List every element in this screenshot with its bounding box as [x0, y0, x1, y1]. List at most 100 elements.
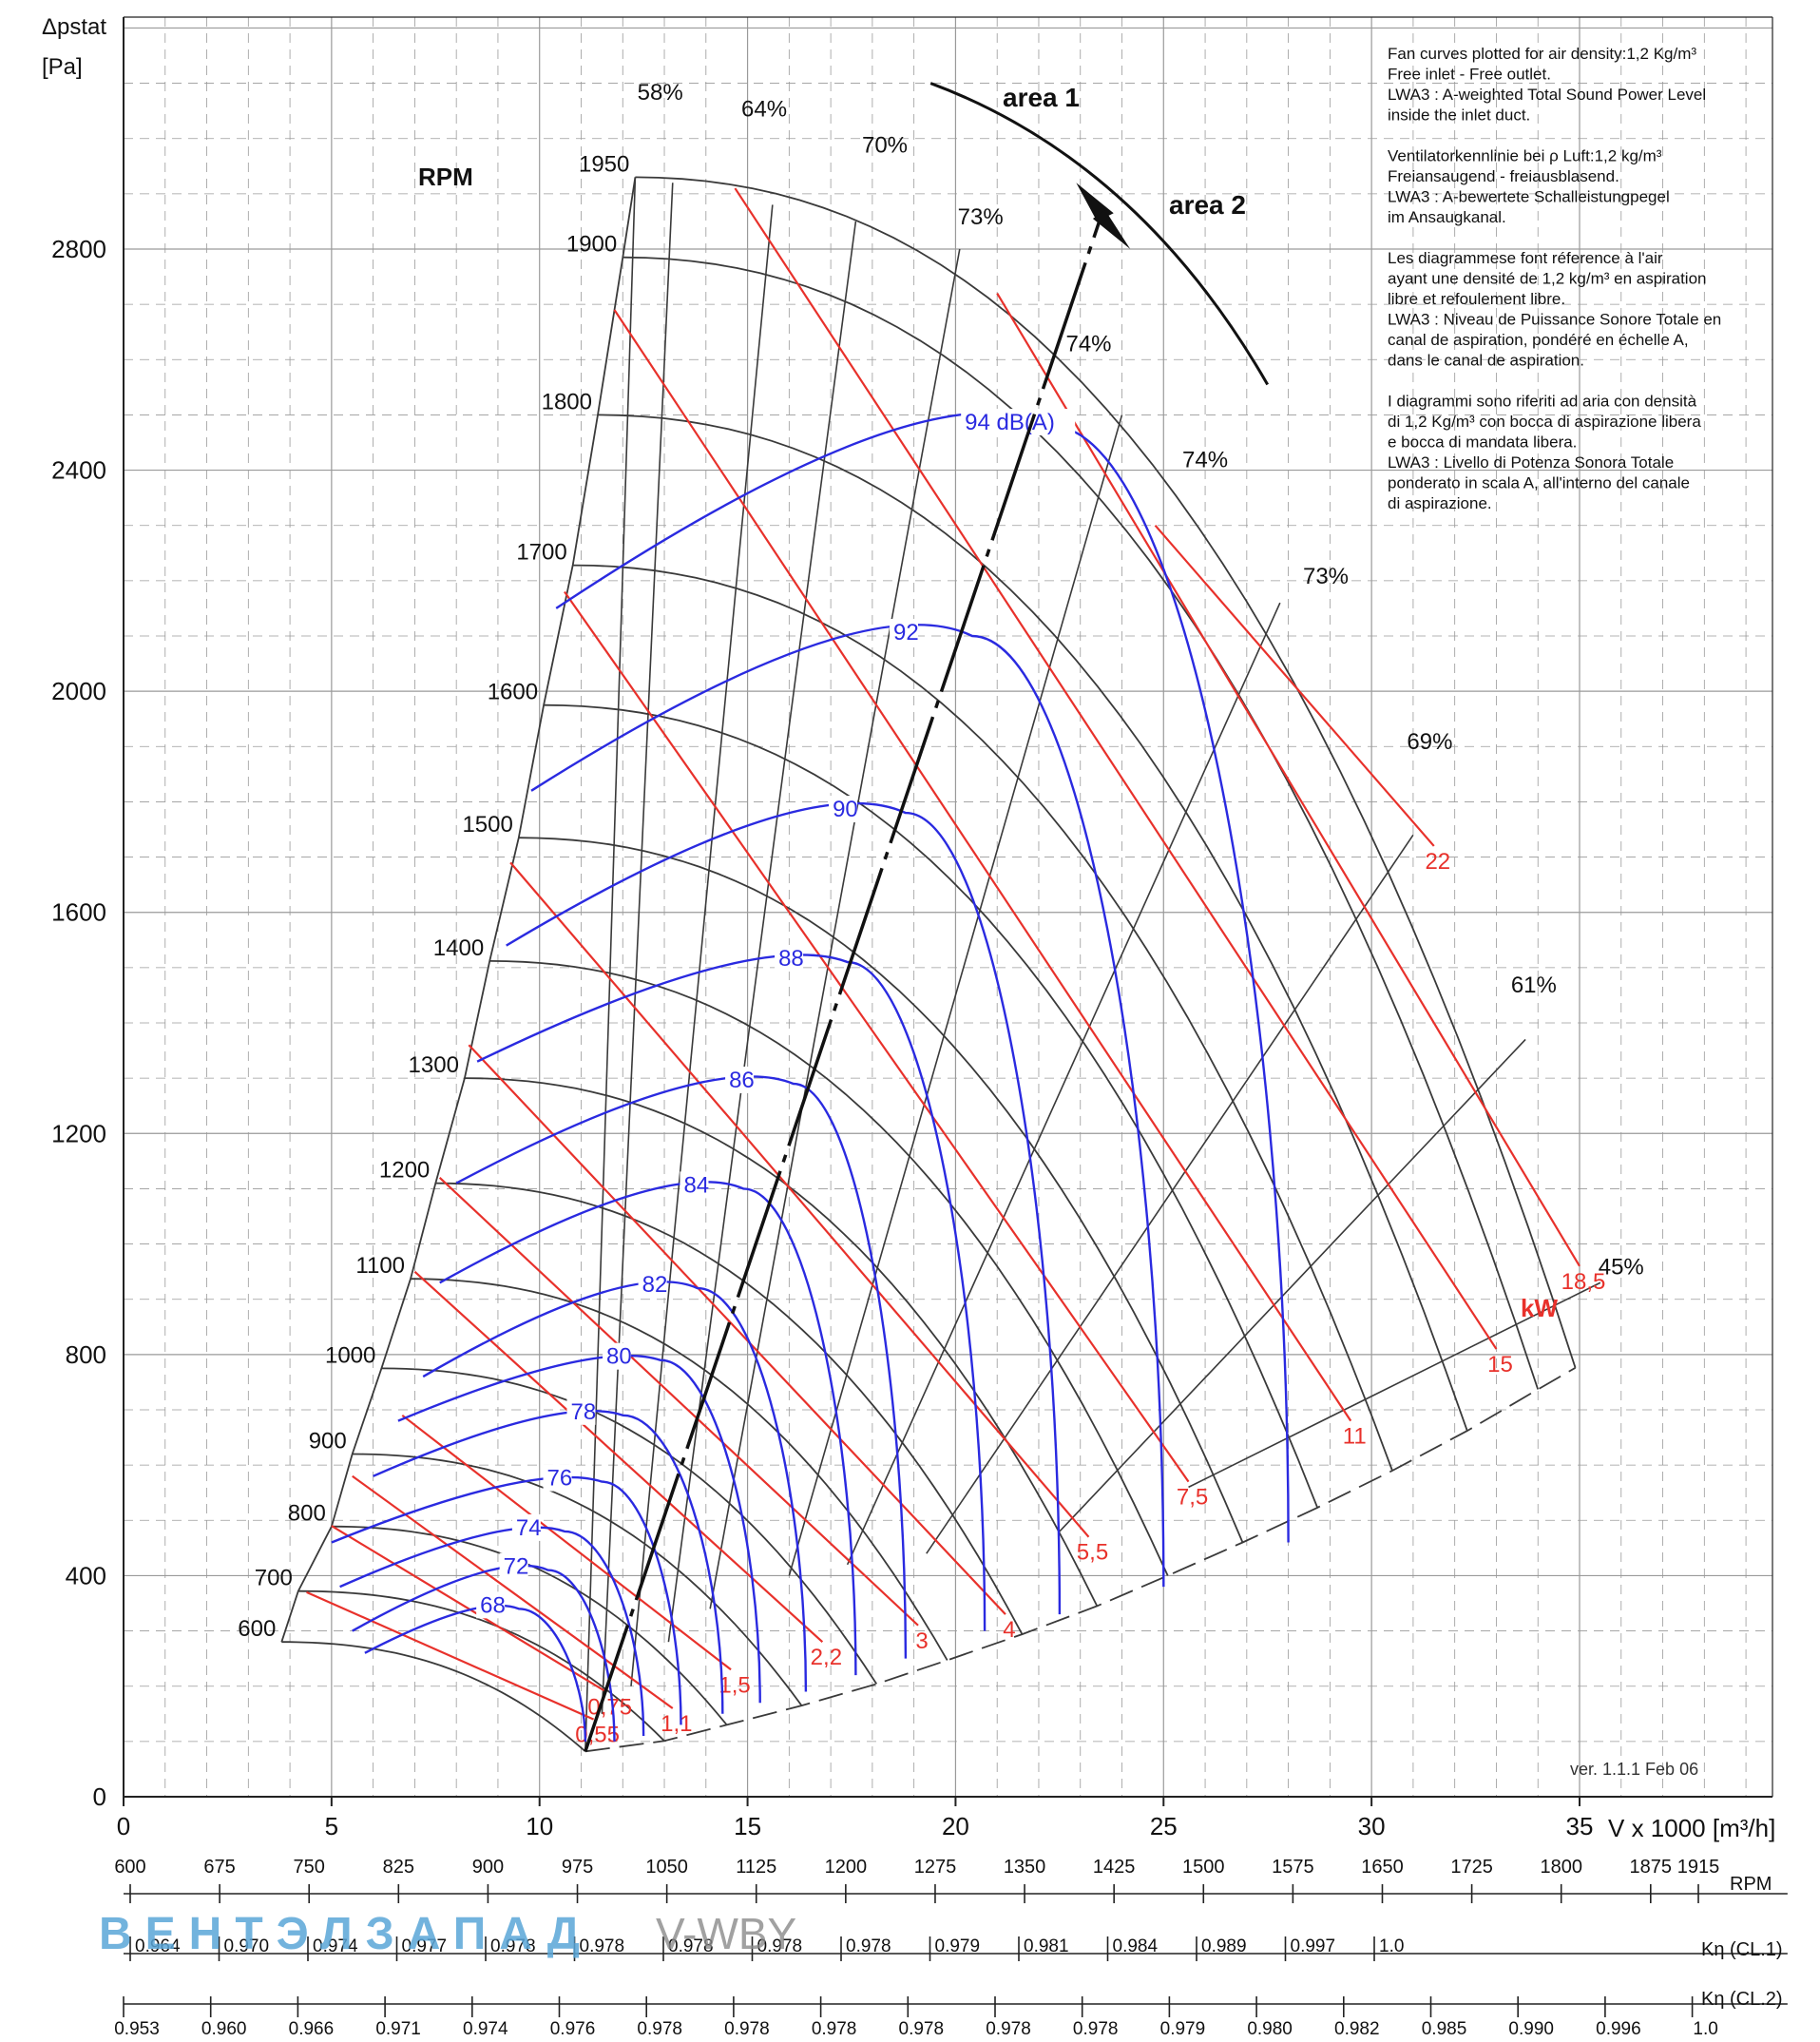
rpm-curve [464, 1077, 1099, 1607]
rpm-curve-label: 1400 [433, 935, 484, 961]
chart-labels: 58% 64% 70% 73% 74% 74% 73% 69% 61% 45% [638, 80, 1644, 1281]
rpm-heading: RPM [418, 163, 473, 191]
rpm-scale-tick-label: 1915 [1677, 1857, 1720, 1878]
sound-curve [352, 1564, 616, 1742]
sound-curve-label: 90 [833, 797, 858, 822]
sound-curve [476, 954, 987, 1631]
k-cl1-value: 0.984 [1113, 1936, 1159, 1956]
sound-label-bg [499, 1552, 528, 1580]
note-line: dans le canal de aspiration. [1388, 352, 1584, 370]
sound-label-bg [511, 1513, 541, 1541]
sound-curve-label: 92 [893, 620, 919, 645]
k-cl2-value: 0.996 [1596, 2019, 1641, 2037]
k-cl1-value: 0.964 [135, 1936, 181, 1956]
power-line-label: 1,1 [661, 1711, 692, 1737]
power-line [331, 1525, 607, 1693]
k-cl2-value: 0.990 [1508, 2019, 1554, 2037]
note-line: LWA3 : Livello di Potenza Sonora Totale [1388, 453, 1674, 472]
note-line: inside the inlet duct. [1388, 106, 1530, 125]
power-line [352, 1474, 674, 1709]
k-cl2-value: 0.974 [463, 2019, 508, 2037]
k-cl2-value: 0.980 [1247, 2019, 1293, 2037]
area-boundary [584, 82, 1270, 1752]
sound-curve-label: 68 [480, 1592, 506, 1618]
rpm-envelope-left [280, 177, 637, 1643]
note-line: ayant une densité de 1,2 kg/m³ en aspira… [1388, 270, 1707, 288]
rpm-curve-label: 1600 [488, 680, 538, 705]
rpm-curve-label: 700 [255, 1566, 293, 1591]
axes: 0 5 10 15 20 25 30 35 0 400 800 1200 1600 2000 2400 280… [51, 16, 1773, 1840]
note-line: libre et refoulement libre. [1388, 290, 1565, 308]
k-cl1-value: 0.978 [580, 1936, 625, 1956]
rpm-curve-label: 1950 [579, 151, 629, 177]
note-line: Freiansaugend - freiausblasend. [1388, 167, 1619, 185]
rpm-curve [331, 1525, 728, 1725]
note-line: LWA3 : A-weighted Total Sound Power Leve… [1388, 86, 1706, 104]
sound-label-bg [775, 945, 804, 973]
k-cl2-value: 0.960 [201, 2019, 247, 2037]
sound-curve [439, 1181, 857, 1676]
note-line: LWA3 : Niveau de Puissance Sonore Totale… [1388, 311, 1721, 329]
sound-label-bg [603, 1342, 632, 1370]
sound-curve [506, 801, 1062, 1615]
y-axis-label-line1: Δpstat [42, 14, 106, 40]
note-line: e bocca di mandata libera. [1388, 433, 1577, 452]
y-tick-label: 2800 [51, 235, 106, 263]
efficiency-line [788, 414, 1123, 1576]
rpm-scale-tick-label: 1875 [1630, 1857, 1673, 1878]
x-axis-label: V x 1000 [m³/h] [1608, 1814, 1775, 1842]
sound-label-bg [829, 796, 858, 823]
efficiency-label: 61% [1511, 973, 1557, 998]
efficiency-lines [584, 177, 1601, 1752]
sound-label-bg [680, 1171, 709, 1199]
sound-curve-label: 94 dB(A) [965, 410, 1055, 435]
power-line-label: 18,5 [1561, 1269, 1606, 1295]
efficiency-line [1188, 1281, 1601, 1489]
note-line: I diagrammi sono riferiti ad aria con de… [1388, 393, 1697, 411]
k-cl2-value: 0.966 [289, 2019, 335, 2037]
rpm-curve [518, 837, 1244, 1543]
k-cl2-value: 0.978 [637, 2019, 682, 2037]
power-line [734, 187, 1498, 1350]
efficiency-line [709, 248, 961, 1609]
watermark-left: ВЕНТЭЛЗАПАД [99, 1909, 593, 1959]
rpm-curve-label: 600 [238, 1616, 276, 1642]
rpm-scale-tick-label: 1650 [1361, 1857, 1404, 1878]
rpm-curve-label: 900 [309, 1429, 347, 1454]
rpm-curve [623, 256, 1540, 1390]
efficiency-label: 64% [741, 96, 787, 122]
y-tick-label: 800 [66, 1340, 106, 1369]
rpm-scale-tick-label: 1725 [1450, 1857, 1493, 1878]
rpm-curve [435, 1182, 1024, 1635]
k-cl2-value: 0.971 [375, 2019, 421, 2037]
rpm-curve-label: 1100 [355, 1253, 405, 1279]
efficiency-line [601, 183, 674, 1714]
sound-curve-label: 72 [504, 1554, 529, 1580]
area-arrow-arc [929, 82, 1270, 386]
rpm-curve [572, 564, 1393, 1472]
rpm-curve-label: 1700 [516, 540, 566, 566]
efficiency-label: 70% [862, 132, 908, 158]
sound-curve-label: 88 [778, 946, 804, 972]
k-cl2-value: 0.978 [986, 2019, 1031, 2037]
sound-label-bg [566, 1397, 596, 1425]
k-cl1-value: 0.978 [668, 1936, 714, 1956]
efficiency-line [846, 602, 1281, 1566]
area1-label: area 1 [1003, 83, 1080, 112]
rpm-scale-tick-label: 1500 [1182, 1857, 1225, 1878]
sound-label-bg [476, 1591, 506, 1619]
power-line-label: 5,5 [1077, 1540, 1108, 1566]
efficiency-label: 58% [638, 80, 683, 106]
note-line: Fan curves plotted for air density:1,2 K… [1388, 45, 1696, 63]
k-cl1-value: 0.989 [1201, 1936, 1247, 1956]
note-line: LWA3 : A-bewertete Schalleistungpegel [1388, 188, 1670, 206]
power-line [401, 1414, 732, 1671]
x-tick-label: 20 [942, 1812, 969, 1840]
k-cl2-value: 0.978 [724, 2019, 770, 2037]
sound-curve [364, 1604, 587, 1742]
efficiency-label: 74% [1182, 448, 1228, 473]
k-cl1-value: 1.0 [1379, 1936, 1404, 1956]
rpm-scale-label: RPM [1730, 1874, 1772, 1895]
power-line [468, 1044, 1006, 1615]
